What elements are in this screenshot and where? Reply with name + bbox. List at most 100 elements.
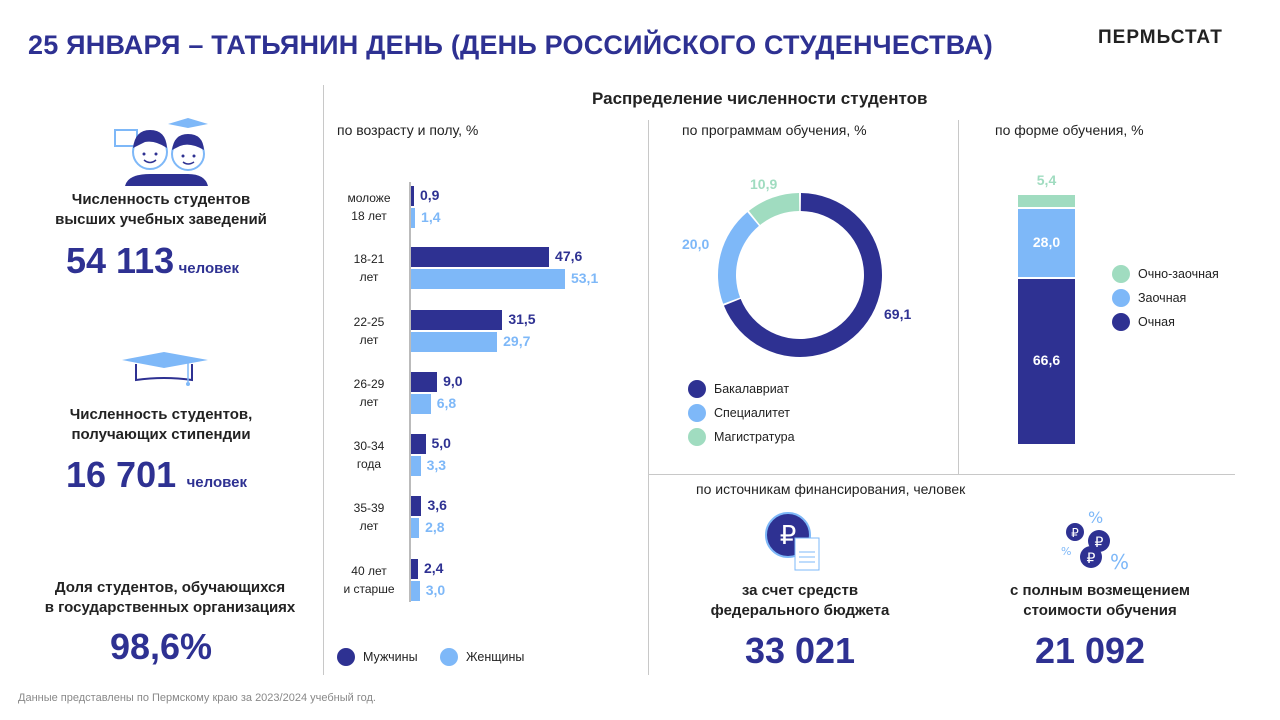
legend-swatch: [1112, 313, 1130, 331]
age-category-line: и старше: [343, 582, 395, 596]
age-category-line: лет: [359, 395, 379, 409]
stack-value-label: 66,6: [1032, 352, 1061, 369]
students-icon: [114, 118, 208, 186]
bar-women: [411, 332, 498, 352]
stipend-label: Численность студентов,: [69, 406, 253, 423]
program-chart-title: по программам обучения, %: [682, 122, 867, 138]
legend-swatch: [688, 380, 706, 398]
legend-label: Специалитет: [714, 406, 790, 420]
bar-women: [411, 581, 420, 601]
students-unit: человек: [178, 260, 239, 277]
value-label-women: 3,0: [425, 582, 446, 598]
program-donut: [718, 193, 882, 357]
stack-segment: [1018, 278, 1075, 444]
age-category-line: 40 лет: [351, 564, 387, 578]
bar-men: [411, 496, 422, 516]
value-label-women: 3,3: [426, 457, 447, 473]
students-count: 54 113 человек: [66, 240, 239, 282]
legend-full-time: Очная: [1112, 313, 1219, 331]
age-category-label: 18-21 лет: [334, 250, 404, 286]
legend-label: Мужчины: [363, 650, 418, 664]
stipend-count: 16 701 человек: [66, 454, 247, 496]
value-label-men: 2,4: [423, 560, 444, 576]
legend-master: Магистратура: [688, 428, 795, 446]
legend-label: Бакалавриат: [714, 382, 790, 396]
donut-value-label: 10,9: [750, 176, 778, 192]
legend-label: Очная: [1138, 315, 1175, 329]
donut-slice: [718, 212, 759, 304]
ruble-document-icon: ₽: [765, 512, 820, 571]
bar-men: [411, 247, 550, 267]
legend-label: Очно-заочная: [1138, 267, 1219, 281]
value-label-women: 2,8: [425, 519, 445, 535]
value-label-men: 3,6: [427, 497, 447, 513]
stack-value-label: 28,0: [1032, 233, 1061, 250]
value-label-women: 6,8: [436, 395, 457, 411]
value-label-women: 1,4: [421, 209, 441, 225]
age-category-line: года: [356, 457, 382, 471]
stipend-unit: человек: [186, 474, 247, 491]
age-category-label: 30-34 года: [334, 437, 404, 473]
age-category-line: 18 лет: [351, 209, 387, 223]
bar-women: [411, 208, 416, 228]
bar-men: [411, 186, 414, 206]
paid-label: с полным возмещением: [1009, 582, 1191, 599]
divider: [648, 474, 1235, 475]
graduation-cap-icon: [122, 352, 208, 386]
legend-women: Женщины: [440, 648, 524, 666]
age-category-label: 40 лет и старше: [334, 562, 404, 598]
finance-title: по источникам финансирования, человек: [696, 481, 966, 497]
age-category-line: моложе: [347, 191, 391, 205]
stipend-label: получающих стипендии: [71, 426, 251, 443]
age-category-label: моложе 18 лет: [334, 189, 404, 225]
age-category-line: лет: [359, 270, 379, 284]
coins-percent-icon: % ₽ ₽ ₽ % %: [1061, 508, 1129, 574]
svg-text:%: %: [1061, 545, 1071, 558]
students-label: высших учебных заведений: [55, 211, 267, 228]
divider: [323, 85, 324, 675]
legend-swatch: [440, 648, 458, 666]
federal-label: за счет средств: [741, 582, 859, 599]
state-label: Доля студентов, обучающихся: [54, 579, 286, 596]
legend-part-time: Очно-заочная: [1112, 265, 1219, 283]
age-category-label: 35-39 лет: [334, 499, 404, 535]
brand-logo: ПЕРМЬСТАТ: [1098, 27, 1223, 48]
stack-value-label: 5,4: [1036, 172, 1057, 188]
legend-bachelor: Бакалавриат: [688, 380, 795, 398]
page-title: 25 ЯНВАРЯ – ТАТЬЯНИН ДЕНЬ (ДЕНЬ РОССИЙСК…: [28, 30, 993, 60]
age-category-line: лет: [359, 519, 379, 533]
bar-men: [411, 559, 418, 579]
svg-text:₽: ₽: [1095, 535, 1104, 551]
donut-value-label: 20,0: [682, 236, 710, 252]
students-label: Численность студентов: [71, 191, 251, 208]
legend-specialist: Специалитет: [688, 404, 795, 422]
age-chart-title: по возрасту и полу, %: [337, 122, 479, 138]
state-share-value: 98,6%: [109, 626, 213, 667]
legend-men: Мужчины: [337, 648, 418, 666]
legend-swatch: [1112, 289, 1130, 307]
paid-value: 21 092: [1034, 630, 1146, 671]
bar-men: [411, 372, 438, 392]
divider: [648, 120, 649, 675]
age-category-line: лет: [359, 333, 379, 347]
paid-label: стоимости обучения: [1023, 602, 1177, 619]
footer-note: Данные представлены по Пермскому краю за…: [18, 692, 376, 704]
legend-label: Заочная: [1138, 291, 1187, 305]
svg-text:%: %: [1110, 550, 1129, 574]
bar-women: [411, 394, 431, 414]
stack-segment: [1018, 208, 1075, 277]
age-category-line: 35-39: [353, 501, 385, 515]
bar-women: [411, 269, 565, 289]
legend-extramural: Заочная: [1112, 289, 1219, 307]
age-category-line: 18-21: [353, 252, 385, 266]
value-label-men: 47,6: [555, 248, 583, 264]
value-label-men: 9,0: [443, 373, 463, 389]
state-label: в государственных организациях: [44, 599, 296, 616]
value-label-women: 29,7: [503, 333, 531, 349]
value-label-men: 0,9: [420, 187, 440, 203]
divider: [958, 120, 959, 474]
age-category-line: 26-29: [353, 377, 385, 391]
stipend-value: 16 701: [66, 454, 177, 495]
bar-women: [411, 456, 421, 476]
age-category-label: 26-29 лет: [334, 375, 404, 411]
